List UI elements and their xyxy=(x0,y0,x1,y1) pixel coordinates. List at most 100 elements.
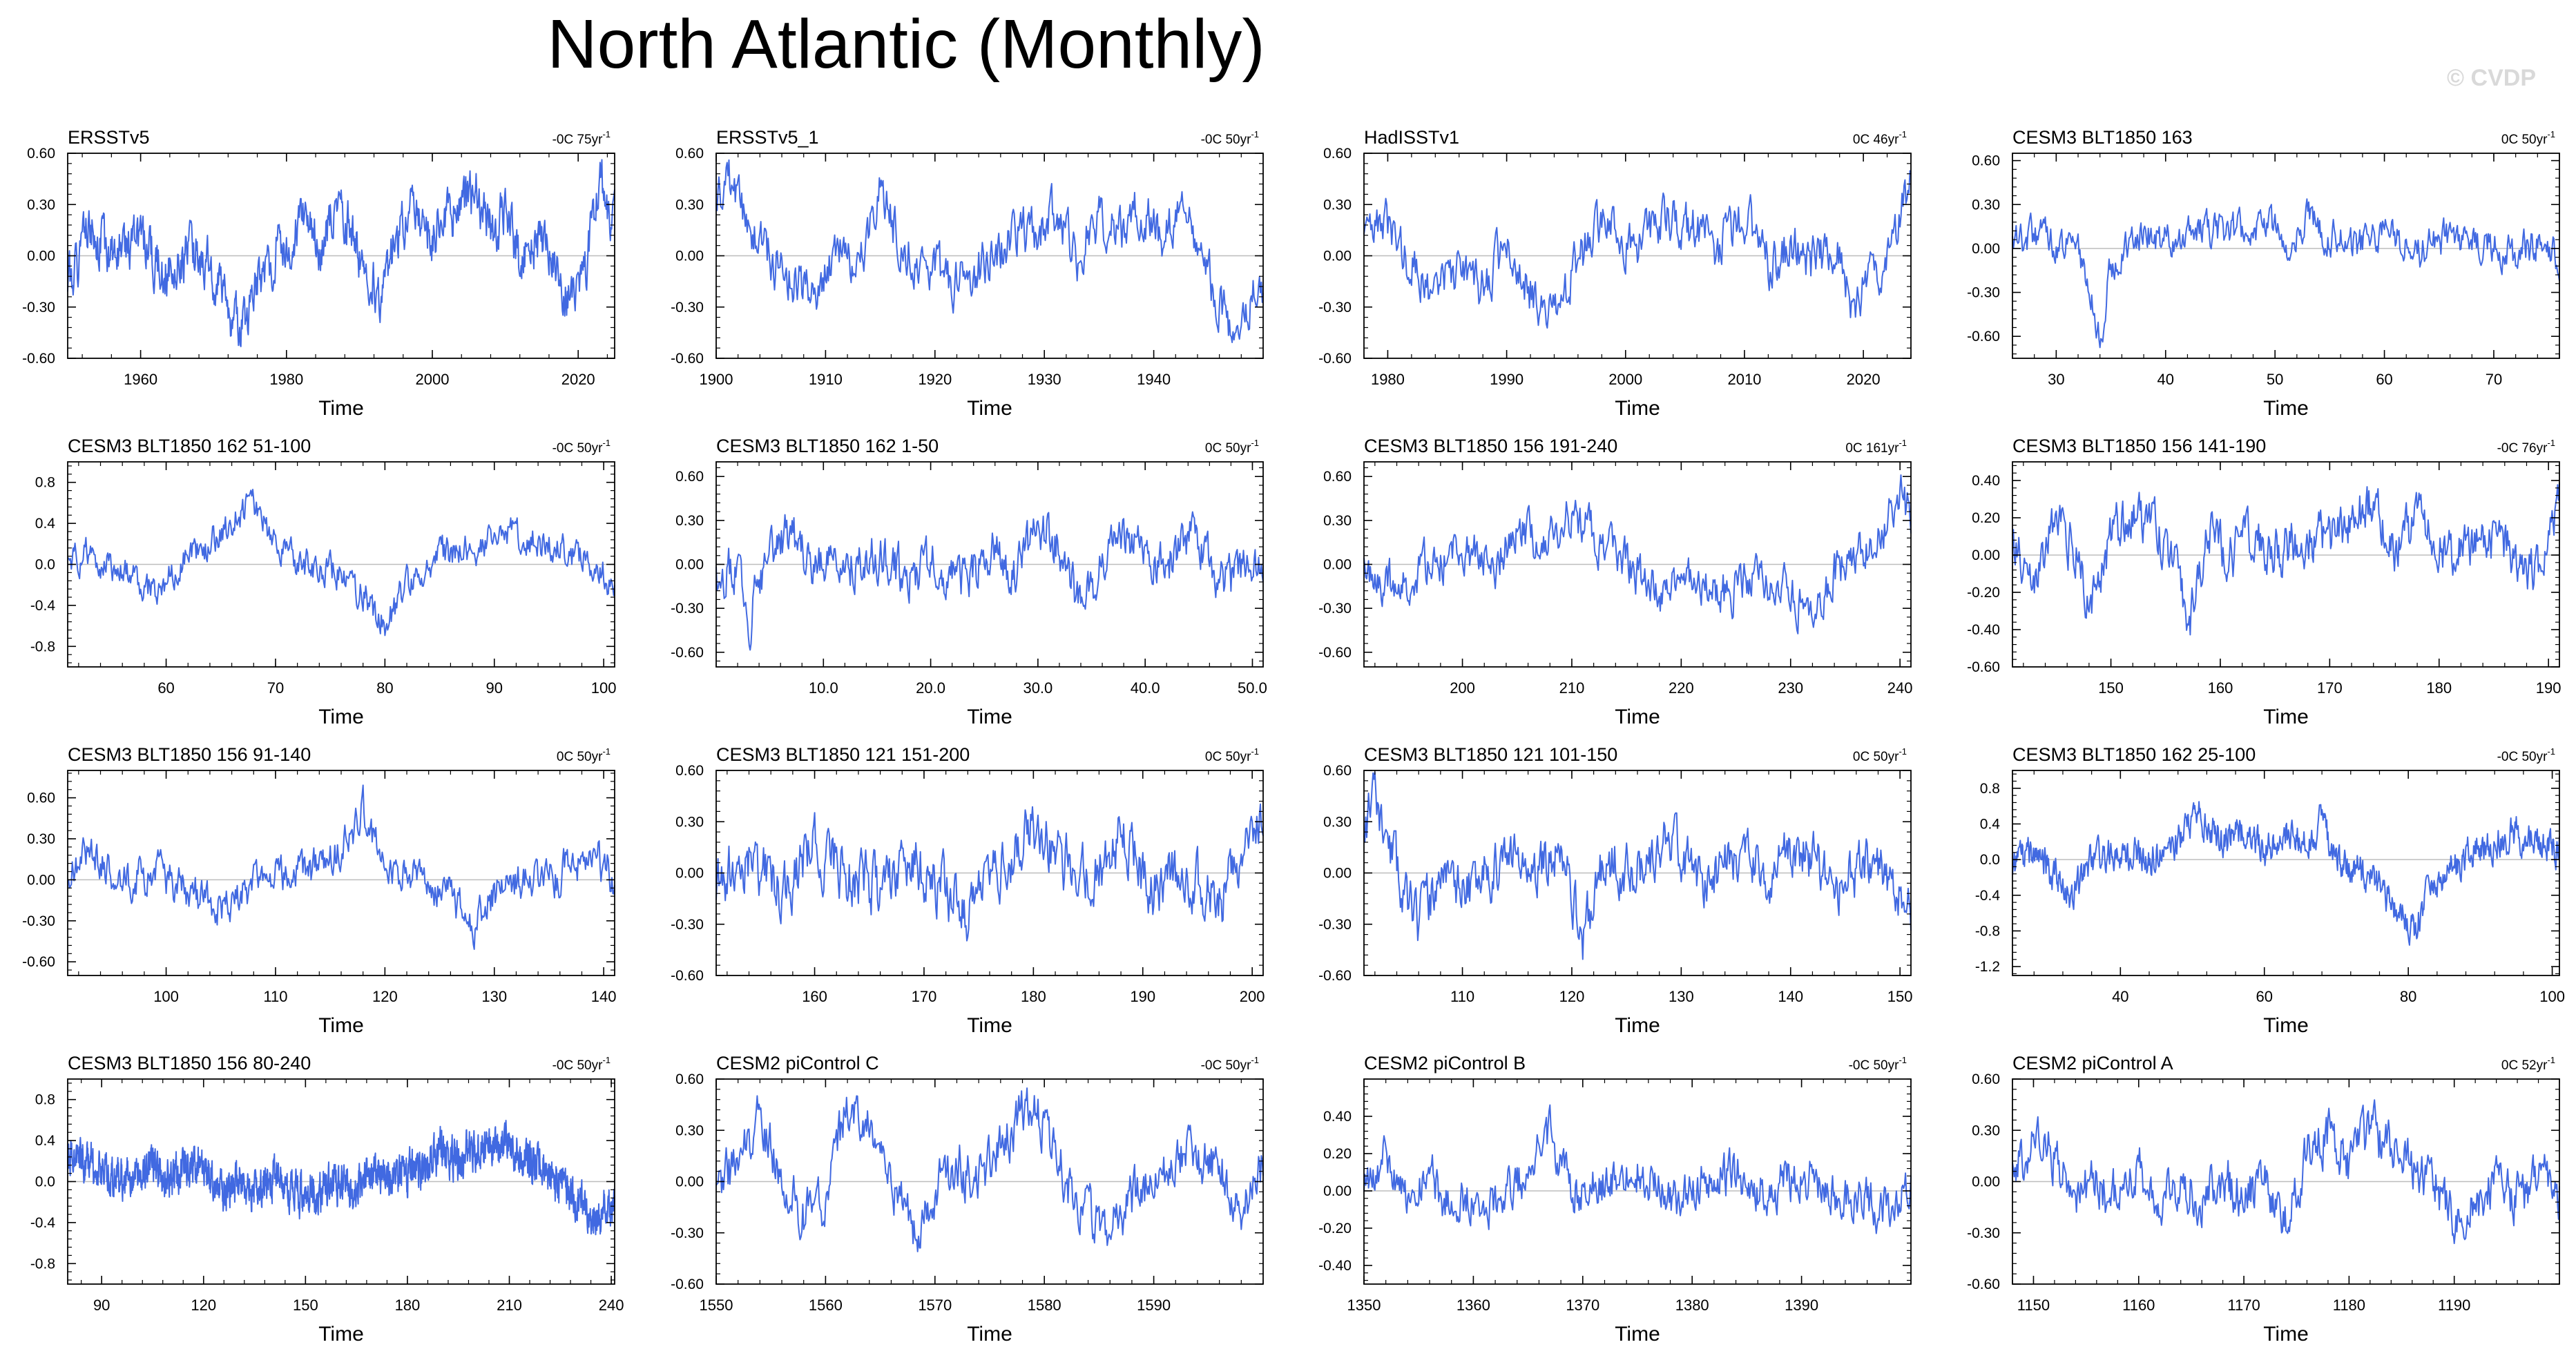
y-tick-label: 0.30 xyxy=(675,197,704,213)
y-tick-label: 0.60 xyxy=(1323,469,1352,485)
y-tick-label: -0.30 xyxy=(1967,285,2000,301)
x-tick-label: 80 xyxy=(376,679,393,697)
y-tick-label: -0.60 xyxy=(671,968,704,984)
panel-14: CESM2 piControl C -0C 50yr-1 1550 1560 1570 1… xyxy=(671,1053,1264,1346)
x-tick-label: 50.0 xyxy=(1238,679,1267,697)
y-tick-label: -0.30 xyxy=(671,1225,704,1241)
y-tick-label: 0.30 xyxy=(1972,197,2000,213)
panel-title: CESM3 BLT1850 162 51-100 xyxy=(68,436,311,456)
panel-15: CESM2 piControl B -0C 50yr-1 1350 1360 1370 1… xyxy=(1318,1053,1912,1346)
x-axis-label: Time xyxy=(967,1014,1012,1037)
x-tick-label: 90 xyxy=(486,679,503,697)
y-tick-label: -0.60 xyxy=(22,954,55,970)
x-tick-label: 1930 xyxy=(1028,371,1061,388)
y-tick-label: 0.00 xyxy=(675,1174,704,1190)
x-tick-label: 1550 xyxy=(700,1297,733,1314)
x-tick-label: 1370 xyxy=(1566,1297,1599,1314)
y-tick-label: 0.30 xyxy=(675,1123,704,1138)
x-axis-label: Time xyxy=(318,706,364,728)
y-tick-label: -0.60 xyxy=(22,351,55,367)
trend-label: -0C 50yr-1 xyxy=(552,1055,611,1073)
panel-13: CESM3 BLT1850 156 80-240 -0C 50yr-1 90 120 1… xyxy=(30,1053,624,1346)
y-tick-label: -0.30 xyxy=(22,913,55,929)
y-tick-label: -0.60 xyxy=(1967,659,2000,675)
x-tick-label: 1920 xyxy=(918,371,952,388)
x-tick-label: 190 xyxy=(2536,679,2561,697)
trend-label: -0C 75yr-1 xyxy=(552,129,611,147)
y-tick-label: 0.30 xyxy=(1323,814,1352,830)
series-line xyxy=(2012,801,2560,946)
y-tick-label: 0.8 xyxy=(35,1092,55,1108)
x-tick-label: 240 xyxy=(599,1297,624,1314)
panel-16: CESM2 piControl A 0C 52yr-1 1150 1160 1170 11… xyxy=(1967,1053,2560,1346)
x-axis-label: Time xyxy=(2263,1014,2309,1037)
plot-frame xyxy=(1363,1078,1912,1285)
x-tick-label: 1580 xyxy=(1028,1297,1061,1314)
y-tick-label: 0.30 xyxy=(27,831,55,847)
trend-label: 0C 46yr-1 xyxy=(1853,129,1907,147)
x-tick-label: 50 xyxy=(2267,371,2283,388)
x-tick-label: 2020 xyxy=(1847,371,1881,388)
x-tick-label: 2010 xyxy=(1727,371,1761,388)
y-tick-label: -0.30 xyxy=(671,300,704,315)
x-tick-label: 120 xyxy=(372,988,398,1005)
y-tick-label: -0.60 xyxy=(671,645,704,661)
y-tick-label: 0.00 xyxy=(1972,547,2000,563)
series-line xyxy=(715,1087,1264,1252)
x-tick-label: 40.0 xyxy=(1131,679,1160,697)
x-tick-label: 1190 xyxy=(2438,1297,2470,1314)
panel-10: CESM3 BLT1850 121 151-200 0C 50yr-1 160 170… xyxy=(671,744,1265,1037)
figure-title: North Atlantic (Monthly) xyxy=(547,6,1265,83)
x-tick-label: 140 xyxy=(1778,988,1803,1005)
y-tick-label: 0.60 xyxy=(1323,146,1352,162)
panel-1: ERSSTv5 -0C 75yr-1 1960 1980 2000 2020 Time -0.… xyxy=(22,127,615,420)
series-line xyxy=(67,784,615,950)
trend-label: -0C 50yr-1 xyxy=(2497,746,2555,764)
trend-label: 0C 52yr-1 xyxy=(2501,1055,2555,1073)
panel-title: ERSSTv5 xyxy=(68,127,150,148)
x-tick-label: 1980 xyxy=(1371,371,1405,388)
y-tick-label: -0.60 xyxy=(671,351,704,367)
series-line xyxy=(715,511,1264,651)
panel-title: CESM2 piControl C xyxy=(716,1053,879,1074)
trend-label: -0C 50yr-1 xyxy=(1201,1055,1259,1073)
y-tick-label: -0.20 xyxy=(1318,1221,1352,1236)
panel-title: CESM2 piControl B xyxy=(1364,1053,1526,1074)
y-tick-label: -0.60 xyxy=(671,1276,704,1292)
y-tick-label: 0.4 xyxy=(1980,816,2001,832)
panel-6: CESM3 BLT1850 162 1-50 0C 50yr-1 10.0 20.0 3… xyxy=(671,436,1267,728)
plot-frame xyxy=(2012,770,2560,976)
trend-label: 0C 50yr-1 xyxy=(557,746,611,764)
x-tick-label: 1390 xyxy=(1785,1297,1818,1314)
y-tick-label: 0.00 xyxy=(1972,1174,2000,1190)
panel-4: CESM3 BLT1850 163 0C 50yr-1 30 40 50 60 70 Time… xyxy=(1967,127,2560,420)
x-axis-label: Time xyxy=(318,397,364,420)
y-tick-label: 0.8 xyxy=(1980,781,2000,797)
trend-label: 0C 50yr-1 xyxy=(1853,746,1907,764)
y-tick-label: 0.60 xyxy=(675,1071,704,1087)
watermark: © CVDP xyxy=(2447,65,2536,91)
panel-title: CESM3 BLT1850 163 xyxy=(2012,127,2193,148)
y-tick-label: 0.00 xyxy=(675,557,704,573)
panel-12: CESM3 BLT1850 162 25-100 -0C 50yr-1 40 60 80… xyxy=(1975,744,2565,1037)
x-axis-label: Time xyxy=(967,397,1012,420)
y-tick-label: 0.00 xyxy=(1323,866,1352,882)
y-tick-label: 0.20 xyxy=(1972,510,2000,526)
y-tick-label: 0.00 xyxy=(675,866,704,882)
x-tick-label: 210 xyxy=(1559,679,1585,697)
x-axis-label: Time xyxy=(967,706,1012,728)
y-tick-label: 0.00 xyxy=(27,249,55,264)
y-tick-label: 0.30 xyxy=(1323,197,1352,213)
y-tick-label: -0.4 xyxy=(30,1215,56,1231)
x-axis-label: Time xyxy=(1615,1014,1660,1037)
x-tick-label: 190 xyxy=(1130,988,1155,1005)
panel-11: CESM3 BLT1850 121 101-150 0C 50yr-1 110 120… xyxy=(1318,744,1912,1037)
panel-title: CESM3 BLT1850 162 25-100 xyxy=(2012,744,2256,765)
panel-7: CESM3 BLT1850 156 191-240 0C 161yr-1 200 21… xyxy=(1318,436,1912,728)
x-tick-label: 1380 xyxy=(1675,1297,1709,1314)
x-axis-label: Time xyxy=(2263,1323,2309,1346)
x-tick-label: 140 xyxy=(591,988,617,1005)
series-line xyxy=(67,159,615,347)
y-tick-label: 0.40 xyxy=(1323,1109,1352,1125)
